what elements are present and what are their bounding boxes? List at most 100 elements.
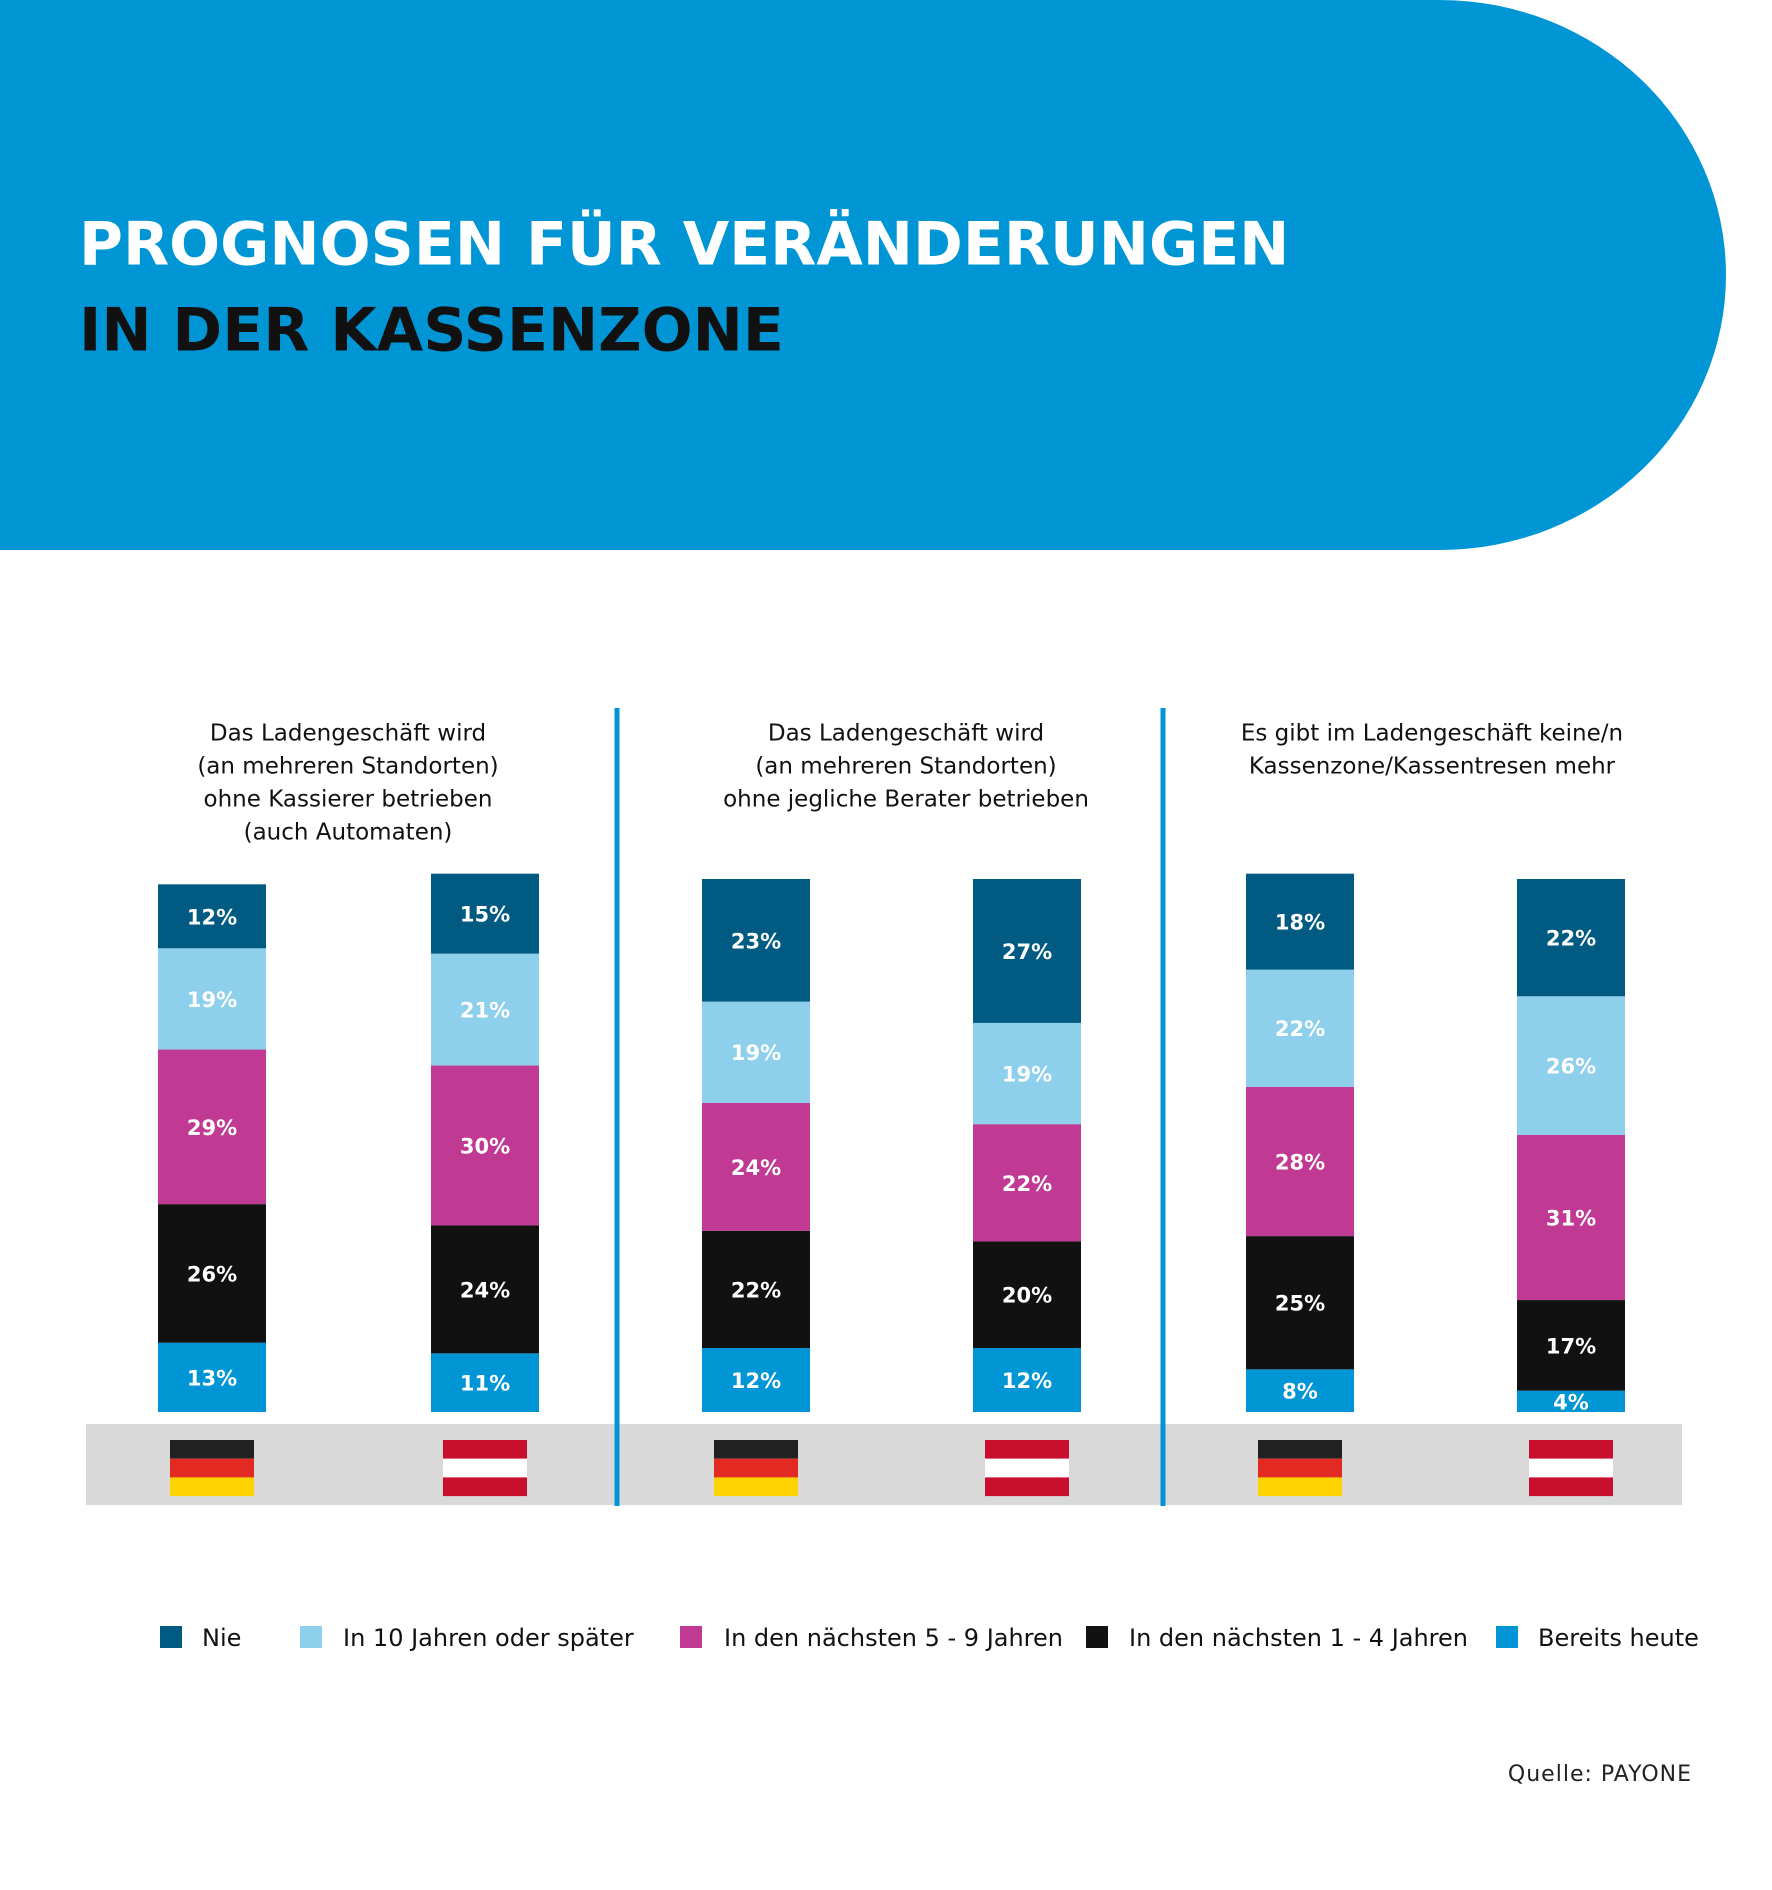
- value-label: 4%: [1553, 1390, 1589, 1414]
- value-label: 25%: [1275, 1292, 1325, 1316]
- chart-title: Kassenzone/Kassentresen mehr: [1249, 754, 1616, 780]
- flag-stripe: [985, 1477, 1069, 1497]
- bar-segment: [158, 1204, 266, 1343]
- value-label: 12%: [187, 905, 237, 929]
- title-line: IN DER KASSENZONE: [79, 296, 784, 366]
- bar-segment: [702, 1001, 810, 1103]
- bar-segment: [973, 1022, 1081, 1125]
- flag-stripe: [1529, 1458, 1613, 1478]
- value-label: 8%: [1282, 1380, 1318, 1404]
- bar-segment: [702, 1102, 810, 1231]
- bar-segment: [1246, 969, 1354, 1087]
- bar-segment: [702, 1230, 810, 1349]
- value-label: 26%: [187, 1262, 237, 1286]
- bar-segment: [973, 879, 1081, 1023]
- flag-stripe: [985, 1458, 1069, 1478]
- flag-stripe: [714, 1440, 798, 1459]
- value-label: 12%: [731, 1369, 781, 1393]
- bar-segment: [973, 1124, 1081, 1242]
- bar-segment: [431, 1225, 539, 1354]
- flag-stripe: [714, 1477, 798, 1497]
- chart-title: ohne jegliche Berater betrieben: [723, 787, 1089, 813]
- value-label: 22%: [1002, 1172, 1052, 1196]
- flag-stripe: [714, 1458, 798, 1478]
- bar-segment: [973, 1241, 1081, 1349]
- flag-stripe: [443, 1440, 527, 1459]
- bar-segment: [1517, 879, 1625, 997]
- value-label: 17%: [1546, 1334, 1596, 1358]
- legend-label: In den nächsten 5 - 9 Jahren: [724, 1624, 1063, 1652]
- bar-segment: [158, 1342, 266, 1412]
- value-label: 22%: [1275, 1017, 1325, 1041]
- value-label: 31%: [1546, 1206, 1596, 1230]
- bar-segment: [1246, 1236, 1354, 1370]
- bar-segment: [702, 1348, 810, 1412]
- flag-stripe: [1529, 1440, 1613, 1459]
- value-label: 18%: [1275, 911, 1325, 935]
- flag-stripe: [443, 1477, 527, 1497]
- bar-segment: [1517, 1300, 1625, 1391]
- legend-label: In 10 Jahren oder später: [343, 1624, 634, 1652]
- bar-segment: [158, 948, 266, 1050]
- value-label: 21%: [460, 999, 510, 1023]
- bar-segment: [431, 1353, 539, 1412]
- value-label: 22%: [1546, 927, 1596, 951]
- flag-stripe: [1258, 1477, 1342, 1497]
- flag-stripe: [1258, 1440, 1342, 1459]
- value-label: 12%: [1002, 1369, 1052, 1393]
- source: Quelle: PAYONE: [1508, 1762, 1692, 1787]
- value-label: 19%: [731, 1041, 781, 1065]
- bar-segment: [1246, 1086, 1354, 1237]
- flag-stripe: [1529, 1477, 1613, 1497]
- bar-segment: [1517, 996, 1625, 1135]
- value-label: 11%: [460, 1372, 510, 1396]
- flag-stripe: [170, 1458, 254, 1478]
- value-label: 23%: [731, 929, 781, 953]
- legend-swatch: [1086, 1626, 1108, 1648]
- legend-swatch: [300, 1626, 322, 1648]
- chart-title: Das Ladengeschäft wird: [210, 721, 486, 747]
- bar-segment: [1246, 873, 1354, 970]
- chart-title: Das Ladengeschäft wird: [768, 721, 1044, 747]
- value-label: 15%: [460, 903, 510, 927]
- legend-label: In den nächsten 1 - 4 Jahren: [1129, 1624, 1468, 1652]
- flag-strip: [86, 1424, 1682, 1505]
- bar-segment: [431, 873, 539, 954]
- value-label: 19%: [187, 988, 237, 1012]
- legend-swatch: [680, 1626, 702, 1648]
- chart-title: (an mehreren Standorten): [197, 754, 498, 780]
- chart-title: ohne Kassierer betrieben: [204, 787, 493, 813]
- value-label: 30%: [460, 1135, 510, 1159]
- bar-segment: [1246, 1369, 1354, 1412]
- legend-label: Nie: [202, 1624, 241, 1652]
- chart-title: (auch Automaten): [244, 820, 453, 846]
- flag-stripe: [1258, 1458, 1342, 1478]
- value-label: 13%: [187, 1366, 237, 1390]
- value-label: 27%: [1002, 940, 1052, 964]
- legend-swatch: [160, 1626, 182, 1648]
- bar-segment: [702, 879, 810, 1002]
- flag-stripe: [985, 1440, 1069, 1459]
- value-label: 28%: [1275, 1150, 1325, 1174]
- value-label: 24%: [460, 1278, 510, 1302]
- header-band: [0, 0, 1726, 550]
- flag-stripe: [170, 1477, 254, 1497]
- value-label: 29%: [187, 1116, 237, 1140]
- legend-label: Bereits heute: [1538, 1624, 1699, 1652]
- value-label: 19%: [1002, 1063, 1052, 1087]
- chart-title: (an mehreren Standorten): [755, 754, 1056, 780]
- bar-segment: [431, 953, 539, 1066]
- bar-segment: [431, 1065, 539, 1226]
- legend-swatch: [1496, 1626, 1518, 1648]
- flag-stripe: [170, 1440, 254, 1459]
- flag-stripe: [443, 1458, 527, 1478]
- value-label: 20%: [1002, 1284, 1052, 1308]
- value-label: 26%: [1546, 1055, 1596, 1079]
- bar-segment: [1517, 1134, 1625, 1301]
- bar-segment: [1517, 1390, 1625, 1412]
- bar-segment: [158, 1049, 266, 1205]
- bar-segment: [973, 1348, 1081, 1412]
- chart-title: Es gibt im Ladengeschäft keine/n: [1241, 721, 1623, 747]
- bar-segment: [158, 884, 266, 949]
